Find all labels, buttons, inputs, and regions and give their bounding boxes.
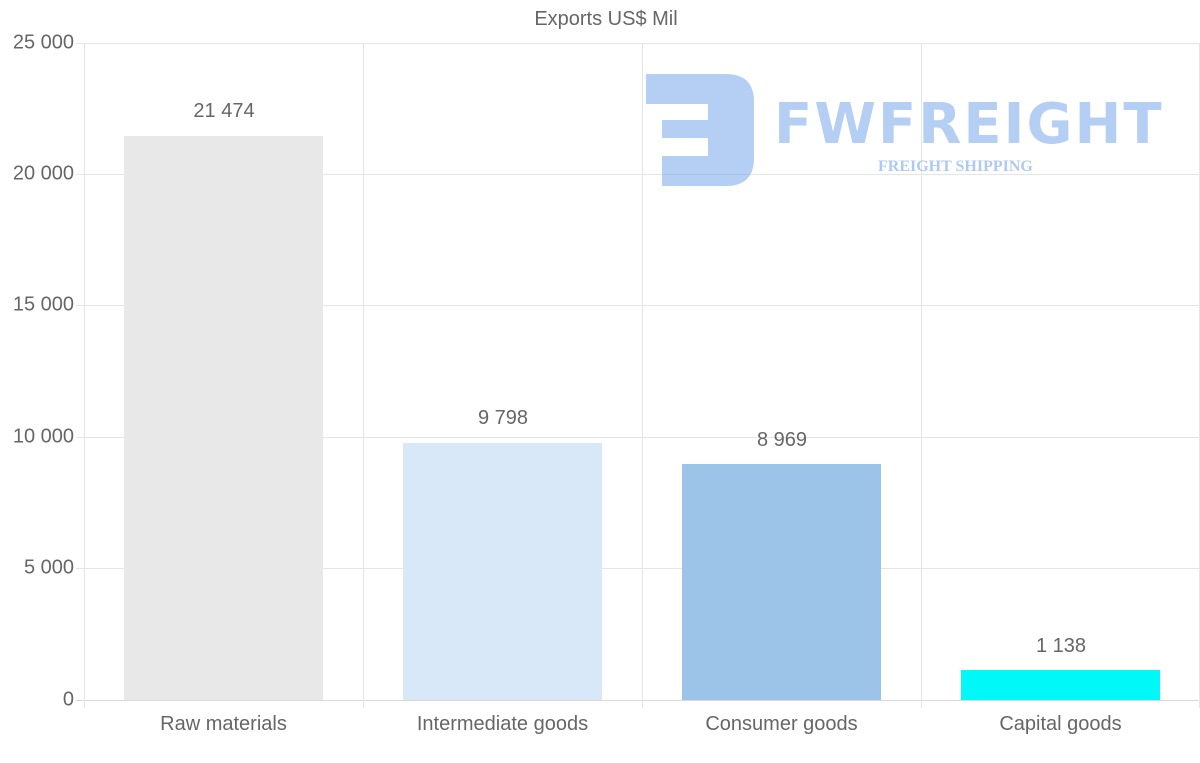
y-tick-label: 5 000 — [23, 556, 74, 579]
vgrid-0 — [84, 43, 85, 708]
x-tick-label: Intermediate goods — [416, 713, 589, 735]
value-label: 21 474 — [193, 100, 255, 122]
x-axis-line — [76, 700, 1200, 701]
gridline-10000 — [76, 437, 1200, 438]
bar-capital-goods[interactable] — [961, 670, 1160, 700]
x-tick-label: Raw materials — [160, 713, 287, 735]
gridline-5000 — [76, 568, 1200, 569]
y-tick-label: 0 — [62, 688, 74, 711]
x-tick-label: Capital goods — [999, 713, 1122, 735]
bar-raw-materials[interactable] — [124, 136, 323, 700]
gridline-25000 — [76, 43, 1200, 44]
value-label: 1 138 — [1035, 635, 1087, 657]
watermark-brand: FWFREIGHT — [774, 92, 1164, 157]
chart-title: Exports US$ Mil — [534, 8, 678, 30]
fw-logo-icon — [646, 74, 754, 186]
bar-consumer-goods[interactable] — [682, 464, 881, 700]
y-tick-label: 10 000 — [12, 425, 74, 448]
plot-area: 25 000 20 000 15 000 10 000 5 000 0 FWFR… — [13, 32, 1200, 711]
y-tick-label: 15 000 — [12, 293, 74, 316]
y-tick-label: 20 000 — [12, 162, 74, 185]
value-label: 8 969 — [756, 429, 808, 451]
vgrid-1 — [363, 43, 364, 708]
y-tick-label: 25 000 — [12, 31, 74, 54]
x-tick-label: Consumer goods — [705, 713, 858, 735]
gridline-15000 — [76, 305, 1200, 306]
vgrid-3 — [921, 43, 922, 708]
watermark-tagline: FREIGHT SHIPPING — [878, 158, 1033, 175]
value-label: 9 798 — [477, 407, 529, 429]
watermark-logo: FWFREIGHT FREIGHT SHIPPING — [646, 74, 1162, 186]
vgrid-2 — [642, 43, 643, 708]
gridline-20000 — [76, 174, 1200, 175]
bar-intermediate-goods[interactable] — [403, 443, 602, 700]
